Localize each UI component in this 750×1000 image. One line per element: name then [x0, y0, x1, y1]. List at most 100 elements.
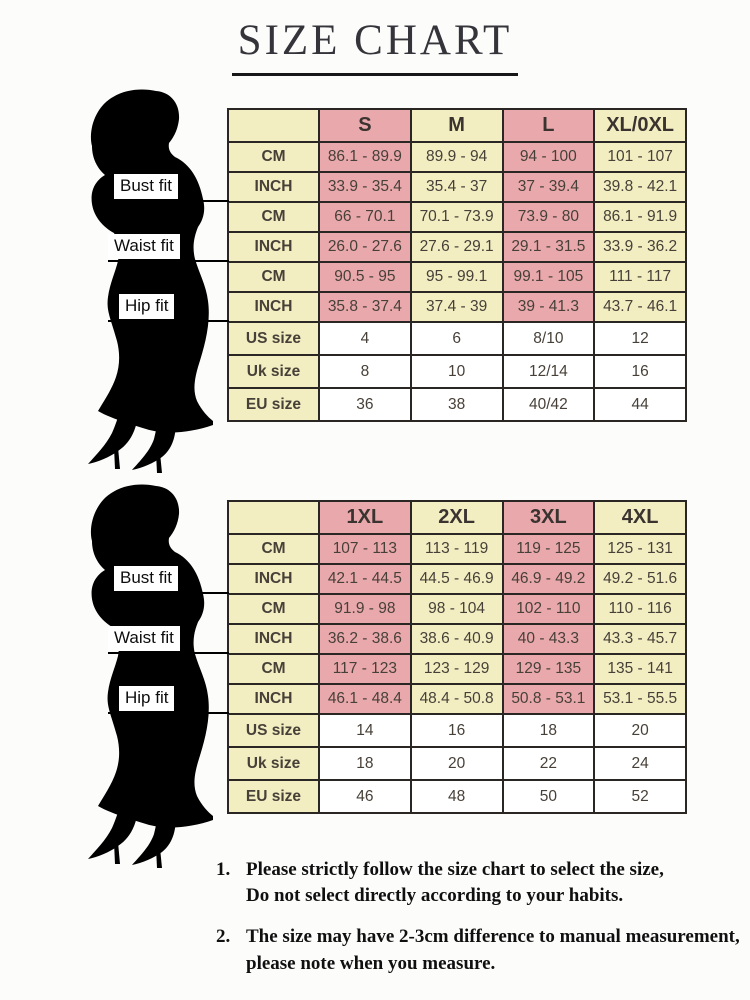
table-row: INCH 36.2 - 38.6 38.6 - 40.9 40 - 43.3 4…	[227, 623, 687, 655]
size-cell: 129 - 135	[501, 653, 596, 685]
size-cell: 14	[318, 713, 412, 748]
table-row: US size 4 6 8/10 12	[227, 321, 687, 356]
table-row: CM 91.9 - 98 98 - 104 102 - 110 110 - 11…	[227, 593, 687, 625]
title-wrap: SIZE CHART	[0, 16, 750, 76]
size-cell: 94 - 100	[501, 141, 596, 173]
table-row: INCH 33.9 - 35.4 35.4 - 37 37 - 39.4 39.…	[227, 171, 687, 203]
size-cell: 10	[409, 354, 504, 389]
size-cell: 27.6 - 29.1	[409, 231, 504, 263]
size-table-s-xl: S M L XL/0XL CM 86.1 - 89.9 89.9 - 94 94…	[227, 108, 687, 422]
size-cell: 35.8 - 37.4	[318, 291, 412, 323]
size-cell: 102 - 110	[501, 593, 596, 625]
size-cell: 4	[318, 321, 412, 356]
size-cell: 91.9 - 98	[318, 593, 412, 625]
size-cell: 89.9 - 94	[409, 141, 504, 173]
page-title: SIZE CHART	[231, 16, 519, 76]
note-number: 1.	[216, 859, 231, 880]
size-cell: 37.4 - 39	[409, 291, 504, 323]
size-header-cell: 2XL	[409, 500, 504, 535]
table-row: INCH 42.1 - 44.5 44.5 - 46.9 46.9 - 49.2…	[227, 563, 687, 595]
size-cell: 39.8 - 42.1	[593, 171, 687, 203]
size-cell: 125 - 131	[593, 533, 687, 565]
size-header-cell: 4XL	[593, 500, 687, 535]
size-cell: 113 - 119	[409, 533, 504, 565]
size-cell: 33.9 - 35.4	[318, 171, 412, 203]
table-row: CM 107 - 113 113 - 119 119 - 125 125 - 1…	[227, 533, 687, 565]
table-row: CM 117 - 123 123 - 129 129 - 135 135 - 1…	[227, 653, 687, 685]
size-cell: 43.7 - 46.1	[593, 291, 687, 323]
size-cell: 46.9 - 49.2	[501, 563, 596, 595]
row-label-cell: US size	[227, 713, 320, 748]
size-header-cell: M	[409, 108, 504, 143]
size-cell: 110 - 116	[593, 593, 687, 625]
size-header-cell: S	[318, 108, 412, 143]
size-cell: 101 - 107	[593, 141, 687, 173]
waist-fit-label: Waist fit	[108, 234, 180, 259]
size-header-cell: 1XL	[318, 500, 412, 535]
size-header-row: 1XL 2XL 3XL 4XL	[227, 500, 687, 535]
bust-fit-label: Bust fit	[114, 174, 178, 199]
table-row: INCH 35.8 - 37.4 37.4 - 39 39 - 41.3 43.…	[227, 291, 687, 323]
corner-cell	[227, 108, 320, 143]
size-cell: 40 - 43.3	[501, 623, 596, 655]
size-cell: 43.3 - 45.7	[593, 623, 687, 655]
note-number: 2.	[216, 926, 231, 948]
bust-fit-line	[108, 592, 229, 594]
table-row: CM 90.5 - 95 95 - 99.1 99.1 - 105 111 - …	[227, 261, 687, 293]
size-cell: 20	[409, 746, 504, 781]
size-cell: 117 - 123	[318, 653, 412, 685]
note-text: Please strictly follow the size chart to…	[246, 859, 664, 907]
size-cell: 53.1 - 55.5	[593, 683, 687, 715]
table-row: US size 14 16 18 20	[227, 713, 687, 748]
row-label-cell: CM	[227, 593, 320, 625]
row-label-cell: CM	[227, 141, 320, 173]
bust-fit-label: Bust fit	[114, 566, 178, 591]
size-cell: 52	[593, 779, 687, 814]
size-cell: 50.8 - 53.1	[501, 683, 596, 715]
row-label-cell: INCH	[227, 623, 320, 655]
size-header-row: S M L XL/0XL	[227, 108, 687, 143]
row-label-cell: EU size	[227, 779, 320, 814]
size-cell: 39 - 41.3	[501, 291, 596, 323]
size-cell: 18	[318, 746, 412, 781]
size-cell: 16	[409, 713, 504, 748]
row-label-cell: INCH	[227, 171, 320, 203]
row-label-cell: INCH	[227, 683, 320, 715]
table-row: INCH 26.0 - 27.6 27.6 - 29.1 29.1 - 31.5…	[227, 231, 687, 263]
woman-silhouette	[88, 89, 213, 473]
size-cell: 38.6 - 40.9	[409, 623, 504, 655]
size-cell: 70.1 - 73.9	[409, 201, 504, 233]
size-cell: 98 - 104	[409, 593, 504, 625]
size-cell: 26.0 - 27.6	[318, 231, 412, 263]
row-label-cell: CM	[227, 201, 320, 233]
size-cell: 18	[501, 713, 596, 748]
waist-fit-line	[108, 652, 229, 654]
row-label-cell: US size	[227, 321, 320, 356]
size-cell: 20	[593, 713, 687, 748]
size-cell: 86.1 - 91.9	[593, 201, 687, 233]
size-cell: 22	[501, 746, 596, 781]
table-row: CM 86.1 - 89.9 89.9 - 94 94 - 100 101 - …	[227, 141, 687, 173]
size-cell: 8	[318, 354, 412, 389]
row-label-cell: INCH	[227, 291, 320, 323]
table-row: Uk size 18 20 22 24	[227, 746, 687, 781]
size-cell: 135 - 141	[593, 653, 687, 685]
note-item: 2. The size may have 2-3cm difference to…	[216, 924, 741, 976]
row-label-cell: CM	[227, 533, 320, 565]
waist-fit-label: Waist fit	[108, 626, 180, 651]
size-cell: 123 - 129	[409, 653, 504, 685]
size-cell: 73.9 - 80	[501, 201, 596, 233]
size-cell: 44	[593, 387, 687, 422]
size-cell: 8/10	[501, 321, 596, 356]
size-cell: 37 - 39.4	[501, 171, 596, 203]
hip-fit-label: Hip fit	[119, 294, 175, 319]
size-cell: 86.1 - 89.9	[318, 141, 412, 173]
row-label-cell: Uk size	[227, 354, 320, 389]
size-cell: 33.9 - 36.2	[593, 231, 687, 263]
size-header-cell: 3XL	[501, 500, 596, 535]
size-table-1xl-4xl: 1XL 2XL 3XL 4XL CM 107 - 113 113 - 119 1…	[227, 500, 687, 814]
size-cell: 12/14	[501, 354, 596, 389]
bust-fit-line	[108, 200, 229, 202]
corner-cell	[227, 500, 320, 535]
